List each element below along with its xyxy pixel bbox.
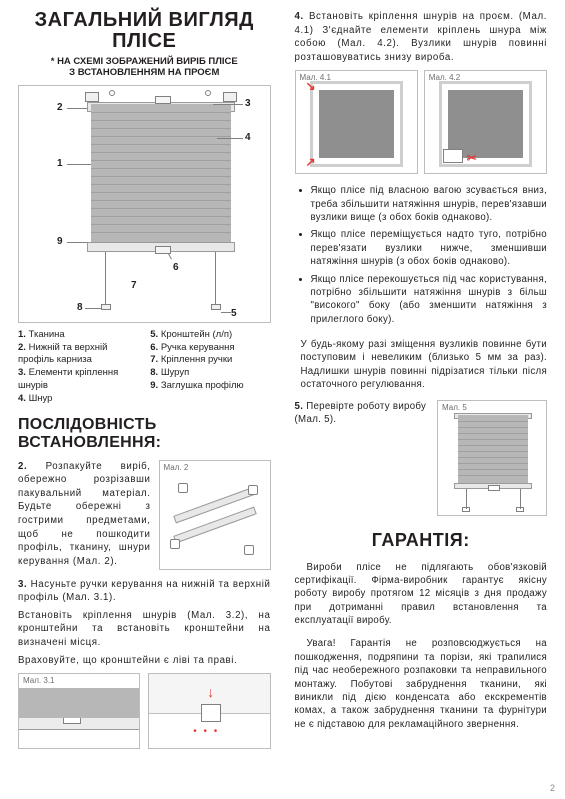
bullet-item: Якщо плісе переміщується надто туго, пот… [311, 228, 548, 268]
legend-item: 8. Шуруп [150, 367, 270, 380]
callout-2: 2 [57, 102, 63, 113]
warranty-p1: Вироби плісе не підлягають обов'язковій … [295, 561, 548, 628]
legend-item: 4. Шнур [18, 393, 138, 406]
legend-item: 7. Кріплення ручки [150, 354, 270, 367]
callout-6: 6 [173, 262, 179, 273]
figure-mal2: Мал. 2 [159, 460, 271, 570]
figure-mal32: Мал. 3.2 ↓ • • • [148, 673, 270, 749]
step-2-text: 2. Розпакуйте виріб, обережно розрізавши… [18, 460, 151, 569]
figure-mal42: Мал. 4.2 ✂ [424, 70, 547, 174]
callout-1: 1 [57, 158, 63, 169]
callout-4: 4 [245, 132, 251, 143]
legend-item: 3. Елементи кріплення шнурів [18, 367, 138, 393]
figure-mal41: Мал. 4.1 ↘ ↗ [295, 70, 418, 174]
legend-item: 5. Кронштейн (л/п) [150, 329, 270, 342]
callout-5: 5 [231, 308, 237, 319]
subtitle-line2: З ВСТАНОВЛЕННЯМ НА ПРОЄМ [69, 67, 219, 78]
legend-item: 2. Нижній та верхній профіль карниза [18, 342, 138, 368]
callout-3: 3 [245, 98, 251, 109]
offset-paragraph: У будь-якому разі зміщення вузликів пови… [295, 338, 548, 392]
bullet-item: Якщо плісе перекошується під час користу… [311, 273, 548, 327]
bullets: Якщо плісе під власною вагою зсувається … [295, 184, 548, 330]
overview-diagram: 1 2 3 4 5 6 7 8 9 [18, 85, 271, 323]
step-3-text: 3. Насуньте ручки керування на нижній та… [18, 578, 271, 605]
bullet-item: Якщо плісе під власною вагою зсувається … [311, 184, 548, 224]
step-5-text: 5. Перевірте роботу виробу (Мал. 5). [295, 400, 432, 427]
step-3b-text: Встановіть кріплення шнурів (Мал. 3.2), … [18, 609, 271, 650]
fig-label: Мал. 2 [164, 463, 189, 472]
callout-9: 9 [57, 236, 63, 247]
legend-item: 9. Заглушка профілю [150, 380, 270, 393]
warranty-title: ГАРАНТІЯ: [295, 530, 548, 551]
overview-subtitle: * НА СХЕМІ ЗОБРАЖЕНИЙ ВИРІБ ПЛІСЕ З ВСТА… [18, 56, 271, 79]
fig-label: Мал. 3.1 [23, 676, 54, 685]
legend: 1. Тканина 2. Нижній та верхній профіль … [18, 329, 271, 406]
fig-label: Мал. 5 [442, 403, 467, 412]
step-3c-text: Враховуйте, що кронштейни є ліві та прав… [18, 654, 271, 668]
callout-7: 7 [131, 280, 137, 291]
overview-title: ЗАГАЛЬНИЙ ВИГЛЯД ПЛІСЕ [18, 10, 271, 52]
subtitle-line1: * НА СХЕМІ ЗОБРАЖЕНИЙ ВИРІБ ПЛІСЕ [51, 56, 238, 67]
sequence-title: ПОСЛІДОВНІСТЬ ВСТАНОВЛЕННЯ: [18, 416, 271, 452]
legend-item: 6. Ручка керування [150, 342, 270, 355]
legend-item: 1. Тканина [18, 329, 138, 342]
warranty-p2: Увага! Гарантія не розповсюджується на п… [295, 637, 548, 731]
callout-8: 8 [77, 302, 83, 313]
step-4-text: 4. Встановіть кріплення шнурів на проєм.… [295, 10, 548, 64]
page-number: 2 [550, 783, 555, 793]
figure-mal31: Мал. 3.1 ↓ [18, 673, 140, 749]
figure-mal5: Мал. 5 [437, 400, 547, 516]
